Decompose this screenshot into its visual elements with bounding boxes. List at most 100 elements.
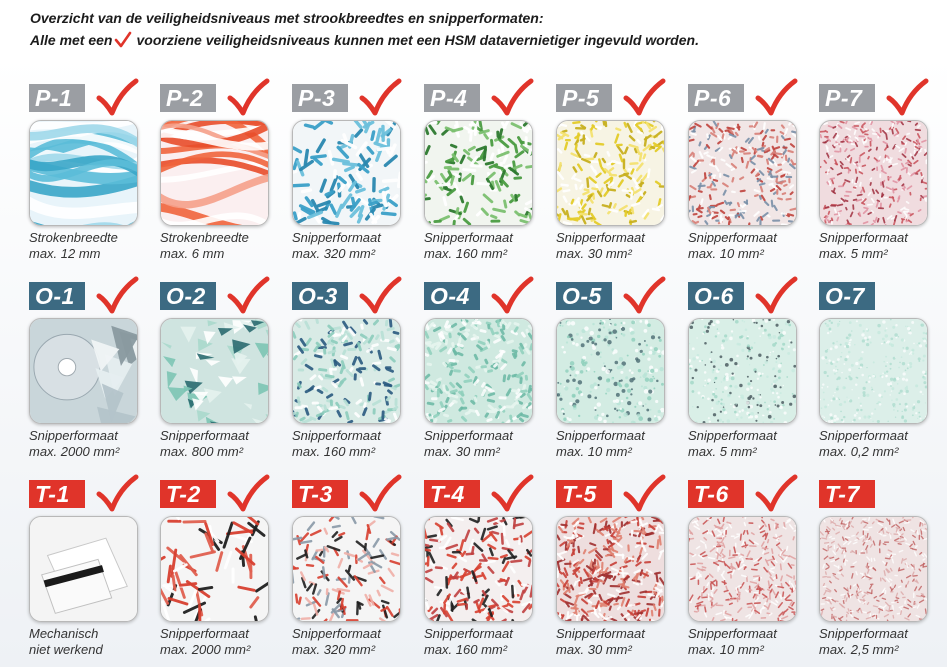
intro-line-2-before: Alle met een [30, 32, 113, 48]
caption-line-1: Snipperformaat [292, 230, 381, 245]
shred-sample-image [29, 120, 138, 226]
shred-sample-image [688, 120, 797, 226]
level-caption: Snipperformaat max. 320 mm² [292, 230, 381, 262]
level-caption: Snipperformaat max. 0,2 mm² [819, 428, 908, 460]
level-o-4: O-4 Snipperformaat max. 30 mm² [424, 276, 549, 482]
level-o-3: O-3 Snipperformaat max. 160 mm² [292, 276, 417, 482]
intro-line-2: Alle met een voorziene veiligheidsniveau… [30, 29, 699, 51]
caption-line-2: max. 12 mm [29, 246, 101, 261]
level-badge: T-5 [556, 480, 612, 508]
level-p-3: P-3 Snipperformaat max. 320 mm² [292, 78, 417, 284]
level-badge: O-4 [424, 282, 480, 310]
level-t-6: T-6 Snipperformaat max. 10 mm² [688, 474, 813, 667]
caption-line-2: niet werkend [29, 642, 103, 657]
level-caption: Mechanisch niet werkend [29, 626, 103, 658]
level-caption: Snipperformaat max. 10 mm² [688, 626, 777, 658]
level-o-5: O-5 Snipperformaat max. 10 mm² [556, 276, 681, 482]
caption-line-1: Snipperformaat [819, 428, 908, 443]
check-icon [623, 276, 666, 314]
shred-sample-image [819, 120, 928, 226]
caption-line-1: Snipperformaat [688, 230, 777, 245]
caption-line-1: Snipperformaat [556, 626, 645, 641]
shred-sample-image [292, 120, 401, 226]
intro-line-1-text: Overzicht van de veiligheidsniveaus met … [30, 10, 544, 26]
caption-line-2: max. 5 mm² [819, 246, 888, 261]
caption-line-1: Snipperformaat [819, 230, 908, 245]
level-caption: Snipperformaat max. 2,5 mm² [819, 626, 908, 658]
level-caption: Strokenbreedte max. 12 mm [29, 230, 118, 262]
caption-line-2: max. 160 mm² [292, 444, 376, 459]
check-icon [359, 474, 402, 512]
shred-sample-image [688, 516, 797, 622]
shred-sample-image [160, 516, 269, 622]
shred-sample-image [160, 120, 269, 226]
level-t-1: T-1 Mechanisch niet werkend [29, 474, 154, 667]
shred-sample-image [424, 120, 533, 226]
shred-sample-image [556, 120, 665, 226]
level-caption: Snipperformaat max. 5 mm² [819, 230, 908, 262]
level-badge: P-3 [292, 84, 348, 112]
check-icon [359, 276, 402, 314]
check-icon [491, 276, 534, 314]
caption-line-2: max. 2000 mm² [29, 444, 120, 459]
level-badge: P-7 [819, 84, 875, 112]
check-icon [491, 474, 534, 512]
level-badge: O-2 [160, 282, 216, 310]
level-badge: P-2 [160, 84, 216, 112]
check-icon [491, 78, 534, 116]
level-badge: T-1 [29, 480, 85, 508]
check-icon [755, 276, 798, 314]
level-badge: T-6 [688, 480, 744, 508]
level-badge: T-4 [424, 480, 480, 508]
caption-line-2: max. 2,5 mm² [819, 642, 899, 657]
caption-line-2: max. 10 mm² [556, 444, 632, 459]
check-icon [227, 474, 270, 512]
level-caption: Snipperformaat max. 30 mm² [556, 626, 645, 658]
level-p-5: P-5 Snipperformaat max. 30 mm² [556, 78, 681, 284]
level-badge: T-2 [160, 480, 216, 508]
level-caption: Snipperformaat max. 160 mm² [424, 626, 513, 658]
level-t-4: T-4 Snipperformaat max. 160 mm² [424, 474, 549, 667]
check-icon [623, 78, 666, 116]
shred-sample-image [292, 318, 401, 424]
level-caption: Snipperformaat max. 320 mm² [292, 626, 381, 658]
caption-line-1: Snipperformaat [424, 230, 513, 245]
caption-line-1: Snipperformaat [160, 428, 249, 443]
level-caption: Snipperformaat max. 160 mm² [424, 230, 513, 262]
check-icon [227, 276, 270, 314]
caption-line-2: max. 2000 mm² [160, 642, 251, 657]
level-caption: Strokenbreedte max. 6 mm [160, 230, 249, 262]
caption-line-2: max. 160 mm² [424, 246, 508, 261]
level-badge: O-7 [819, 282, 875, 310]
shred-sample-image [556, 318, 665, 424]
shred-sample-image [819, 516, 928, 622]
level-badge: O-3 [292, 282, 348, 310]
level-t-5: T-5 Snipperformaat max. 30 mm² [556, 474, 681, 667]
shred-sample-image [160, 318, 269, 424]
level-t-2: T-2 Snipperformaat max. 2000 mm² [160, 474, 285, 667]
caption-line-2: max. 320 mm² [292, 246, 376, 261]
shred-sample-image [556, 516, 665, 622]
caption-line-1: Snipperformaat [556, 428, 645, 443]
level-badge: P-1 [29, 84, 85, 112]
level-badge: O-5 [556, 282, 612, 310]
caption-line-1: Snipperformaat [819, 626, 908, 641]
level-t-7: T-7 Snipperformaat max. 2,5 mm² [819, 480, 944, 667]
caption-line-2: max. 5 mm² [688, 444, 757, 459]
shred-sample-image [292, 516, 401, 622]
caption-line-1: Snipperformaat [292, 428, 381, 443]
caption-line-1: Strokenbreedte [160, 230, 249, 245]
check-icon [96, 276, 139, 314]
caption-line-2: max. 30 mm² [424, 444, 500, 459]
intro-line-2-after: voorziene veiligheidsniveaus kunnen met … [136, 32, 699, 48]
check-icon [623, 474, 666, 512]
caption-line-1: Snipperformaat [292, 626, 381, 641]
caption-line-1: Strokenbreedte [29, 230, 118, 245]
check-icon [96, 474, 139, 512]
shred-sample-image [819, 318, 928, 424]
level-caption: Snipperformaat max. 800 mm² [160, 428, 249, 460]
level-badge: O-6 [688, 282, 744, 310]
level-caption: Snipperformaat max. 10 mm² [688, 230, 777, 262]
level-caption: Snipperformaat max. 10 mm² [556, 428, 645, 460]
intro-line-1: Overzicht van de veiligheidsniveaus met … [30, 7, 699, 29]
